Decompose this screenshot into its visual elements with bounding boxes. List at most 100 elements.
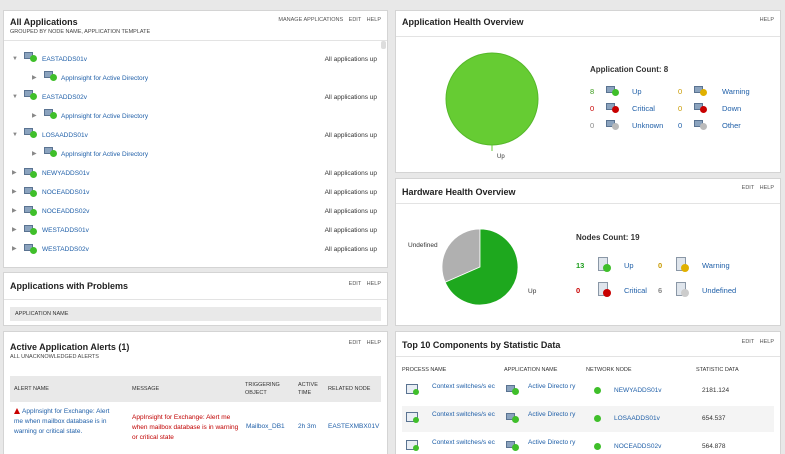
edit-link[interactable]: EDIT bbox=[348, 281, 362, 287]
collapsed-arrow-icon[interactable]: ▶ bbox=[32, 75, 37, 81]
tree-node-row[interactable]: ▶ NOCEADDS01v All applications up bbox=[4, 184, 387, 202]
application-link[interactable]: AppInsight for Active Directory bbox=[61, 75, 149, 82]
server-status-icon bbox=[506, 440, 520, 452]
help-link[interactable]: HELP bbox=[759, 17, 774, 23]
tree-node-row[interactable]: ▶ WESTADDS02v All applications up bbox=[4, 241, 387, 259]
collapsed-arrow-icon[interactable]: ▶ bbox=[32, 113, 37, 119]
application-name-link[interactable]: Active Directo ry bbox=[528, 383, 576, 390]
application-link[interactable]: AppInsight for Active Directory bbox=[61, 113, 149, 120]
column-process-name[interactable]: PROCESS NAME bbox=[402, 367, 447, 373]
network-node-link[interactable]: NOCEADDS02v bbox=[614, 443, 662, 450]
legend-label[interactable]: Unknown bbox=[632, 121, 664, 130]
collapsed-arrow-icon[interactable]: ▶ bbox=[32, 151, 37, 157]
collapsed-arrow-icon[interactable]: ▶ bbox=[12, 227, 17, 233]
node-name-link[interactable]: WESTADDS02v bbox=[42, 246, 89, 253]
legend-row-warning[interactable]: 0 Warning bbox=[396, 257, 780, 277]
expanded-arrow-icon[interactable]: ▼ bbox=[12, 94, 18, 100]
process-name-link[interactable]: Context switches/s ec bbox=[432, 411, 495, 418]
application-name-link[interactable]: Active Directo ry bbox=[528, 411, 576, 418]
table-row[interactable]: Context switches/s ec Active Directo ry LO… bbox=[402, 406, 774, 432]
application-name-link[interactable]: Active Directo ry bbox=[528, 439, 576, 446]
column-message[interactable]: MESSAGE bbox=[132, 386, 160, 392]
edit-link[interactable]: EDIT bbox=[348, 340, 362, 346]
node-name-link[interactable]: NEWYADDS01v bbox=[42, 170, 90, 177]
process-name-link[interactable]: Context switches/s ec bbox=[432, 439, 495, 446]
legend-label[interactable]: Other bbox=[722, 121, 741, 130]
help-link[interactable]: HELP bbox=[366, 281, 381, 287]
legend-row-critical[interactable]: 0 Critical bbox=[396, 282, 780, 302]
divider bbox=[4, 40, 387, 41]
legend-label[interactable]: Critical bbox=[632, 104, 655, 113]
pie-slice-undefined[interactable] bbox=[441, 228, 481, 283]
collapsed-arrow-icon[interactable]: ▶ bbox=[12, 208, 17, 214]
legend-row-up[interactable]: 13 Up bbox=[396, 257, 780, 277]
legend-row-critical[interactable]: 0 Critical bbox=[396, 103, 780, 118]
legend-row-undefined[interactable]: 6 Undefined bbox=[396, 282, 780, 302]
edit-link[interactable]: EDIT bbox=[348, 17, 362, 23]
tree-node-row[interactable]: ▼ LOSAADDS01v All applications up bbox=[4, 127, 387, 145]
application-health-pie[interactable]: Up bbox=[444, 43, 544, 163]
help-link[interactable]: HELP bbox=[366, 340, 381, 346]
legend-row-warning[interactable]: 0 Warning bbox=[396, 86, 780, 101]
pie-slice-up[interactable] bbox=[444, 228, 519, 306]
tree-node-row[interactable]: ▶ NEWYADDS01v All applications up bbox=[4, 165, 387, 183]
node-name-link[interactable]: EASTADDS01v bbox=[42, 56, 88, 63]
application-link[interactable]: AppInsight for Active Directory bbox=[61, 151, 149, 158]
status-dot bbox=[700, 89, 707, 96]
network-node-link[interactable]: LOSAADDS01v bbox=[614, 415, 660, 422]
column-active-time[interactable]: ACTIVE TIME bbox=[298, 382, 318, 396]
tree-node-row[interactable]: ▶ WESTADDS01v All applications up bbox=[4, 222, 387, 240]
legend-label[interactable]: Warning bbox=[722, 87, 750, 96]
help-link[interactable]: HELP bbox=[759, 339, 774, 345]
table-row[interactable]: Context switches/s ec Active Directo ry NO… bbox=[402, 434, 774, 454]
tree-node-row[interactable]: ▼ EASTADDS02v All applications up bbox=[4, 89, 387, 107]
network-node-link[interactable]: NEWYADDS01v bbox=[614, 387, 662, 394]
column-application-name[interactable]: APPLICATION NAME bbox=[15, 311, 69, 317]
node-name-link[interactable]: NOCEADDS02v bbox=[42, 208, 90, 215]
scrollbar[interactable] bbox=[381, 41, 386, 49]
node-name-link[interactable]: NOCEADDS01v bbox=[42, 189, 90, 196]
column-application-name[interactable]: APPLICATION NAME bbox=[504, 367, 558, 373]
column-network-node[interactable]: NETWORK NODE bbox=[586, 367, 632, 373]
legend-row-down[interactable]: 0 Down bbox=[396, 103, 780, 118]
alert-name-link[interactable]: AppInsight for Exchange: Alert me when m… bbox=[14, 408, 110, 435]
related-node-link[interactable]: EASTEXMBX01V bbox=[328, 423, 380, 430]
legend-row-up[interactable]: 8 Up bbox=[396, 86, 780, 101]
table-row[interactable]: Context switches/s ec Active Directo ry NE… bbox=[402, 378, 774, 404]
tree-child-row[interactable]: ▶ AppInsight for Active Directory bbox=[4, 70, 387, 88]
legend-label[interactable]: Warning bbox=[702, 261, 730, 270]
triggering-object-link[interactable]: Mailbox_DB1 bbox=[246, 423, 285, 430]
tree-node-row[interactable]: ▼ EASTADDS01v All applications up bbox=[4, 51, 387, 69]
legend-label[interactable]: Down bbox=[722, 104, 742, 113]
column-triggering-object[interactable]: TRIGGERING OBJECT bbox=[245, 382, 280, 396]
edit-link[interactable]: EDIT bbox=[741, 185, 755, 191]
legend-label[interactable]: Up bbox=[624, 261, 634, 270]
legend-row-other[interactable]: 0 Other bbox=[396, 120, 780, 135]
expanded-arrow-icon[interactable]: ▼ bbox=[12, 132, 18, 138]
legend-row-unknown[interactable]: 0 Unknown bbox=[396, 120, 780, 135]
help-link[interactable]: HELP bbox=[759, 185, 774, 191]
collapsed-arrow-icon[interactable]: ▶ bbox=[12, 170, 17, 176]
node-name-link[interactable]: WESTADDS01v bbox=[42, 227, 89, 234]
help-link[interactable]: HELP bbox=[366, 17, 381, 23]
hardware-health-pie[interactable]: Undefined Up bbox=[402, 219, 552, 319]
column-alert-name[interactable]: ALERT NAME bbox=[14, 386, 49, 392]
tree-child-row[interactable]: ▶ AppInsight for Active Directory bbox=[4, 108, 387, 126]
legend-label[interactable]: Up bbox=[632, 87, 642, 96]
legend-label[interactable]: Critical bbox=[624, 286, 647, 295]
node-name-link[interactable]: EASTADDS02v bbox=[42, 94, 88, 101]
node-name-link[interactable]: LOSAADDS01v bbox=[42, 132, 88, 139]
manage-applications-link[interactable]: MANAGE APPLICATIONS bbox=[278, 17, 344, 23]
legend-count: 13 bbox=[576, 261, 585, 270]
tree-node-row[interactable]: ▶ NOCEADDS02v All applications up bbox=[4, 203, 387, 221]
tree-child-row[interactable]: ▶ AppInsight for Active Directory bbox=[4, 146, 387, 164]
legend-label[interactable]: Undefined bbox=[702, 286, 737, 295]
process-name-link[interactable]: Context switches/s ec bbox=[432, 383, 495, 390]
column-statistic-data[interactable]: STATISTIC DATA bbox=[696, 367, 739, 373]
collapsed-arrow-icon[interactable]: ▶ bbox=[12, 246, 17, 252]
application-tree: ▼ EASTADDS01v All applications up ▶ AppInsig… bbox=[4, 51, 387, 267]
column-related-node[interactable]: RELATED NODE bbox=[328, 386, 371, 392]
collapsed-arrow-icon[interactable]: ▶ bbox=[12, 189, 17, 195]
expanded-arrow-icon[interactable]: ▼ bbox=[12, 56, 18, 62]
edit-link[interactable]: EDIT bbox=[741, 339, 755, 345]
